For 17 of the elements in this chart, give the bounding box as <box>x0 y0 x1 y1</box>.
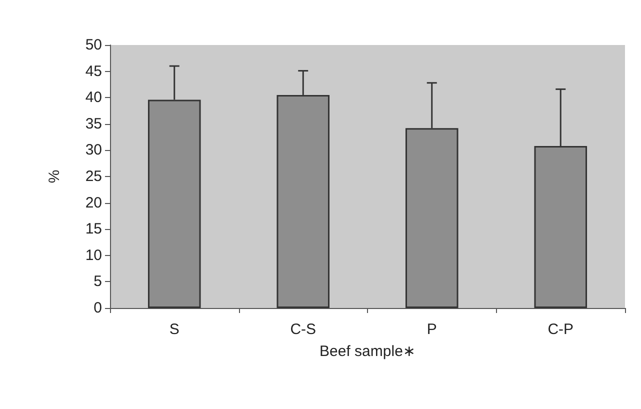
x-tick-label: C-P <box>548 321 574 338</box>
y-tick-label: 45 <box>85 62 102 80</box>
y-tick-label: 20 <box>85 194 102 212</box>
x-tick-label: C-S <box>290 321 316 338</box>
y-tick-label: 40 <box>85 89 102 106</box>
y-axis-title: % <box>46 170 63 184</box>
x-tick-label: P <box>426 321 437 338</box>
y-tick-label: 15 <box>85 220 102 238</box>
y-tick-label: 30 <box>85 142 102 159</box>
y-tick-label: 10 <box>85 246 102 264</box>
x-tick-label: S <box>169 321 180 338</box>
y-tick-label: 50 <box>85 36 102 54</box>
y-tick-label: 25 <box>85 168 102 185</box>
y-tick-label: 0 <box>94 300 102 316</box>
x-axis-title: Beef sample∗ <box>320 343 416 360</box>
y-tick-label: 35 <box>85 115 102 132</box>
y-tick-label: 5 <box>94 273 102 290</box>
